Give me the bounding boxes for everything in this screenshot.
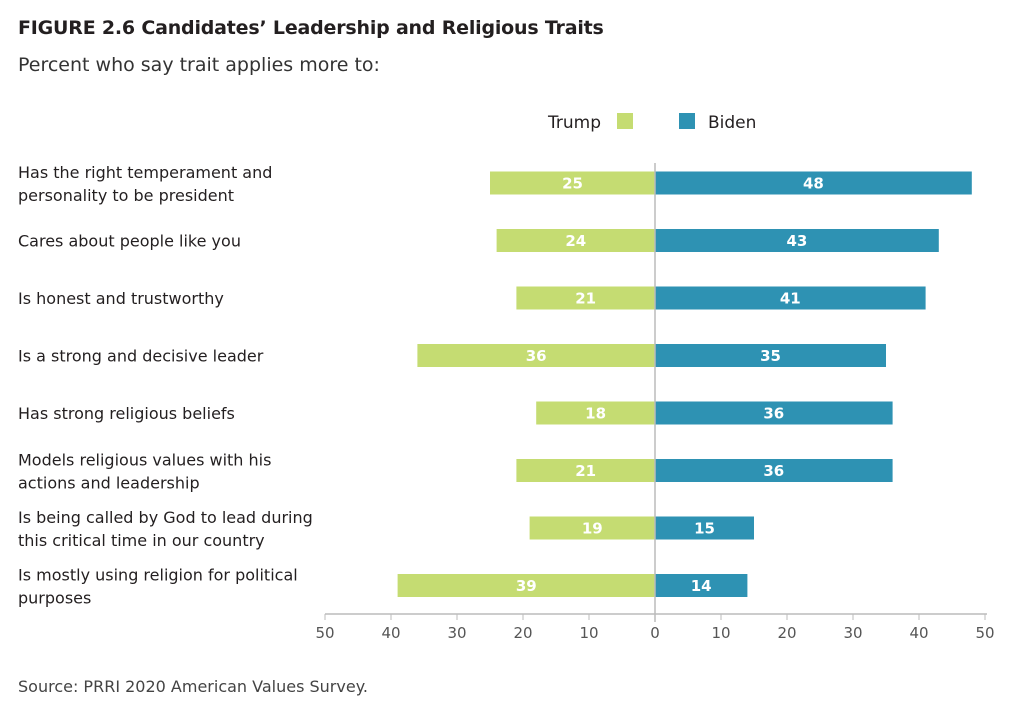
x-tick-label: 40 — [381, 624, 400, 642]
bar-biden — [655, 459, 893, 482]
x-tick-label: 50 — [975, 624, 994, 642]
source-note: Source: PRRI 2020 American Values Survey… — [18, 677, 368, 696]
data-label-biden: 43 — [786, 232, 807, 250]
category-label: personality to be president — [18, 186, 234, 205]
category-label: actions and leadership — [18, 474, 200, 493]
x-tick-label: 20 — [777, 624, 796, 642]
category-label: Is mostly using religion for political — [18, 566, 298, 585]
bar-biden — [655, 286, 926, 310]
bar-trump — [417, 344, 655, 367]
category-label: Has strong religious beliefs — [18, 404, 235, 423]
figure-subtitle: Percent who say trait applies more to: — [18, 54, 380, 76]
data-label-trump: 36 — [526, 347, 547, 365]
x-tick-label: 10 — [579, 624, 598, 642]
category-label: Is a strong and decisive leader — [18, 347, 264, 366]
bar-trump — [397, 574, 655, 597]
bar-biden — [655, 171, 972, 195]
bar-biden — [655, 344, 886, 367]
bar-trump — [496, 229, 655, 252]
data-label-biden: 48 — [803, 175, 824, 193]
bar-trump — [516, 459, 655, 482]
bar-biden — [655, 516, 754, 540]
x-tick-label: 10 — [711, 624, 730, 642]
data-label-trump: 21 — [575, 462, 596, 480]
data-label-biden: 14 — [691, 577, 712, 595]
x-tick-label: 20 — [513, 624, 532, 642]
category-label: this critical time in our country — [18, 531, 265, 550]
x-tick-label: 0 — [650, 624, 660, 642]
bar-trump — [536, 401, 655, 425]
data-label-biden: 41 — [780, 290, 801, 308]
category-label: purposes — [18, 589, 91, 608]
x-tick-label: 30 — [447, 624, 466, 642]
x-tick-label: 50 — [315, 624, 334, 642]
bar-biden — [655, 401, 893, 425]
data-label-trump: 18 — [585, 405, 606, 423]
bar-biden — [655, 574, 748, 597]
bar-trump — [529, 516, 655, 540]
legend-swatch-trump — [617, 113, 633, 129]
data-label-trump: 39 — [516, 577, 537, 595]
legend-swatch-biden — [679, 113, 695, 129]
category-label: Is honest and trustworthy — [18, 289, 224, 308]
bar-trump — [490, 171, 655, 195]
data-label-trump: 25 — [562, 175, 583, 193]
category-label: Is being called by God to lead during — [18, 508, 313, 527]
data-label-biden: 35 — [760, 347, 781, 365]
x-tick-label: 30 — [843, 624, 862, 642]
legend-label-biden: Biden — [708, 113, 756, 133]
category-label: Cares about people like you — [18, 232, 241, 251]
bar-biden — [655, 229, 939, 252]
figure-title: FIGURE 2.6 Candidates’ Leadership and Re… — [18, 17, 604, 39]
category-label: Models religious values with his — [18, 451, 271, 470]
category-label: Has the right temperament and — [18, 163, 272, 182]
data-label-trump: 24 — [565, 232, 586, 250]
bar-trump — [516, 286, 655, 310]
data-label-trump: 19 — [582, 520, 603, 538]
data-label-biden: 36 — [763, 405, 784, 423]
x-tick-label: 40 — [909, 624, 928, 642]
data-label-trump: 21 — [575, 290, 596, 308]
data-label-biden: 36 — [763, 462, 784, 480]
legend-label-trump: Trump — [547, 113, 601, 133]
data-label-biden: 15 — [694, 520, 715, 538]
